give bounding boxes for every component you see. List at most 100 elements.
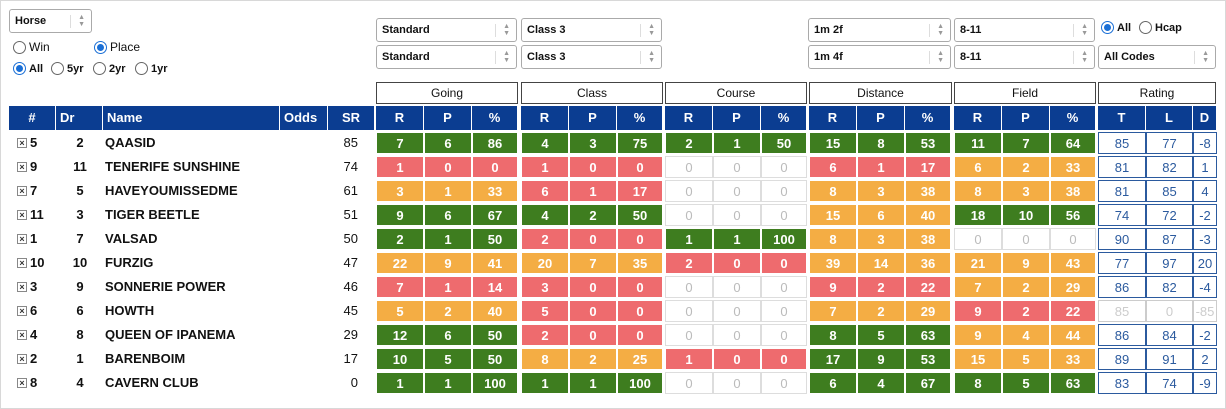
remove-runner-icon[interactable]: × bbox=[17, 209, 27, 220]
col-field-pct[interactable]: % bbox=[1050, 106, 1096, 130]
remove-runner-icon[interactable]: × bbox=[17, 353, 27, 364]
radio-period-all[interactable]: All bbox=[13, 62, 43, 75]
col-going-pct[interactable]: % bbox=[472, 106, 518, 130]
radio-race-all[interactable]: All bbox=[1101, 21, 1131, 34]
class-select-2[interactable]: Class 3 ▲ ▼ bbox=[521, 45, 662, 69]
class-pct-cell: 0 bbox=[617, 156, 663, 178]
class-r-cell: 4 bbox=[521, 132, 569, 154]
remove-runner-icon[interactable]: × bbox=[17, 185, 27, 196]
field-r-cell: 8 bbox=[954, 180, 1002, 202]
field-p-cell: 7 bbox=[1002, 132, 1050, 154]
rating-d-cell: -4 bbox=[1193, 276, 1217, 298]
col-class-r[interactable]: R bbox=[521, 106, 569, 130]
remove-runner-icon[interactable]: × bbox=[17, 161, 27, 172]
field-select-1[interactable]: 8-11 ▲ ▼ bbox=[954, 18, 1095, 42]
class-pct-cell: 0 bbox=[617, 300, 663, 322]
going-select-2[interactable]: Standard ▲ ▼ bbox=[376, 45, 517, 69]
class-pct-cell: 35 bbox=[617, 252, 663, 274]
col-course-r[interactable]: R bbox=[665, 106, 713, 130]
field-p-cell: 5 bbox=[1002, 372, 1050, 394]
col-going-p[interactable]: P bbox=[424, 106, 472, 130]
course-r-cell: 2 bbox=[665, 132, 713, 154]
distance-p-cell: 3 bbox=[857, 180, 905, 202]
distance-p-cell: 6 bbox=[857, 204, 905, 226]
runner-draw: 1 bbox=[76, 351, 84, 366]
class-r-cell: 6 bbox=[521, 180, 569, 202]
col-name[interactable]: Name bbox=[103, 106, 280, 130]
going-r-cell: 22 bbox=[376, 252, 424, 274]
remove-runner-icon[interactable]: × bbox=[17, 281, 27, 292]
col-distance-p[interactable]: P bbox=[857, 106, 905, 130]
distance-select-1[interactable]: 1m 2f ▲ ▼ bbox=[808, 18, 951, 42]
col-rating-t[interactable]: T bbox=[1098, 106, 1146, 130]
field-p-cell: 2 bbox=[1002, 300, 1050, 322]
col-number[interactable]: # bbox=[9, 106, 56, 130]
remove-runner-icon[interactable]: × bbox=[17, 377, 27, 388]
runner-odds bbox=[282, 132, 328, 154]
remove-runner-icon[interactable]: × bbox=[17, 137, 27, 148]
field-pct-cell: 29 bbox=[1050, 276, 1096, 298]
col-draw[interactable]: Dr bbox=[56, 106, 103, 130]
col-odds[interactable]: Odds bbox=[280, 106, 328, 130]
course-r-cell: 0 bbox=[665, 372, 713, 394]
class-pct-cell: 100 bbox=[617, 372, 663, 394]
col-distance-pct[interactable]: % bbox=[905, 106, 951, 130]
col-field-r[interactable]: R bbox=[954, 106, 1002, 130]
class-p-cell: 0 bbox=[569, 156, 617, 178]
radio-place[interactable]: Place bbox=[94, 40, 140, 54]
rating-l-cell: 82 bbox=[1146, 156, 1193, 178]
class-select-1[interactable]: Class 3 ▲ ▼ bbox=[521, 18, 662, 42]
course-p-cell: 0 bbox=[713, 252, 761, 274]
remove-runner-icon[interactable]: × bbox=[17, 233, 27, 244]
going-pct-cell: 86 bbox=[472, 132, 518, 154]
col-field-p[interactable]: P bbox=[1002, 106, 1050, 130]
radio-period-2yr[interactable]: 2yr bbox=[93, 62, 126, 75]
going-select-1[interactable]: Standard ▲ ▼ bbox=[376, 18, 517, 42]
field-pct-cell: 38 bbox=[1050, 180, 1096, 202]
rating-l-cell: 97 bbox=[1146, 252, 1193, 274]
radio-period-5yr[interactable]: 5yr bbox=[51, 62, 84, 75]
course-r-cell: 0 bbox=[665, 204, 713, 226]
course-p-cell: 0 bbox=[713, 276, 761, 298]
rating-l-cell: 77 bbox=[1146, 132, 1193, 154]
col-class-pct[interactable]: % bbox=[617, 106, 663, 130]
type-select-value: Horse bbox=[15, 15, 47, 27]
runner-draw: 7 bbox=[76, 231, 84, 246]
going-r-cell: 5 bbox=[376, 300, 424, 322]
col-sr[interactable]: SR bbox=[328, 106, 375, 130]
col-distance-r[interactable]: R bbox=[809, 106, 857, 130]
distance-pct-cell: 40 bbox=[905, 204, 951, 226]
distance-r-cell: 8 bbox=[809, 324, 857, 346]
codes-select[interactable]: All Codes ▲ ▼ bbox=[1098, 45, 1216, 69]
going-p-cell: 6 bbox=[424, 204, 472, 226]
remove-runner-icon[interactable]: × bbox=[17, 329, 27, 340]
radio-race-hcap[interactable]: Hcap bbox=[1139, 21, 1182, 34]
rating-t-cell: 83 bbox=[1098, 372, 1146, 394]
runner-odds bbox=[282, 204, 328, 226]
radio-race-all-dot bbox=[1101, 21, 1114, 34]
rating-d-cell: -3 bbox=[1193, 228, 1217, 250]
col-class-p[interactable]: P bbox=[569, 106, 617, 130]
remove-runner-icon[interactable]: × bbox=[17, 257, 27, 268]
col-course-pct[interactable]: % bbox=[761, 106, 807, 130]
runner-odds bbox=[282, 348, 328, 370]
type-select[interactable]: Horse ▲ ▼ bbox=[9, 9, 92, 33]
col-course-p[interactable]: P bbox=[713, 106, 761, 130]
remove-runner-icon[interactable]: × bbox=[17, 305, 27, 316]
class-r-cell: 3 bbox=[521, 276, 569, 298]
runner-draw: 10 bbox=[72, 255, 88, 270]
field-select-2[interactable]: 8-11 ▲ ▼ bbox=[954, 45, 1095, 69]
rating-l-cell: 74 bbox=[1146, 372, 1193, 394]
course-r-cell: 2 bbox=[665, 252, 713, 274]
class-p-cell: 0 bbox=[569, 228, 617, 250]
runner-number: 1 bbox=[30, 231, 38, 246]
col-going-r[interactable]: R bbox=[376, 106, 424, 130]
course-pct-cell: 100 bbox=[761, 228, 807, 250]
radio-win[interactable]: Win bbox=[13, 40, 50, 54]
distance-select-2[interactable]: 1m 4f ▲ ▼ bbox=[808, 45, 951, 69]
radio-period-1yr-dot bbox=[135, 62, 148, 75]
col-rating-d[interactable]: D bbox=[1193, 106, 1217, 130]
class-p-cell: 7 bbox=[569, 252, 617, 274]
radio-period-1yr[interactable]: 1yr bbox=[135, 62, 168, 75]
col-rating-l[interactable]: L bbox=[1146, 106, 1193, 130]
